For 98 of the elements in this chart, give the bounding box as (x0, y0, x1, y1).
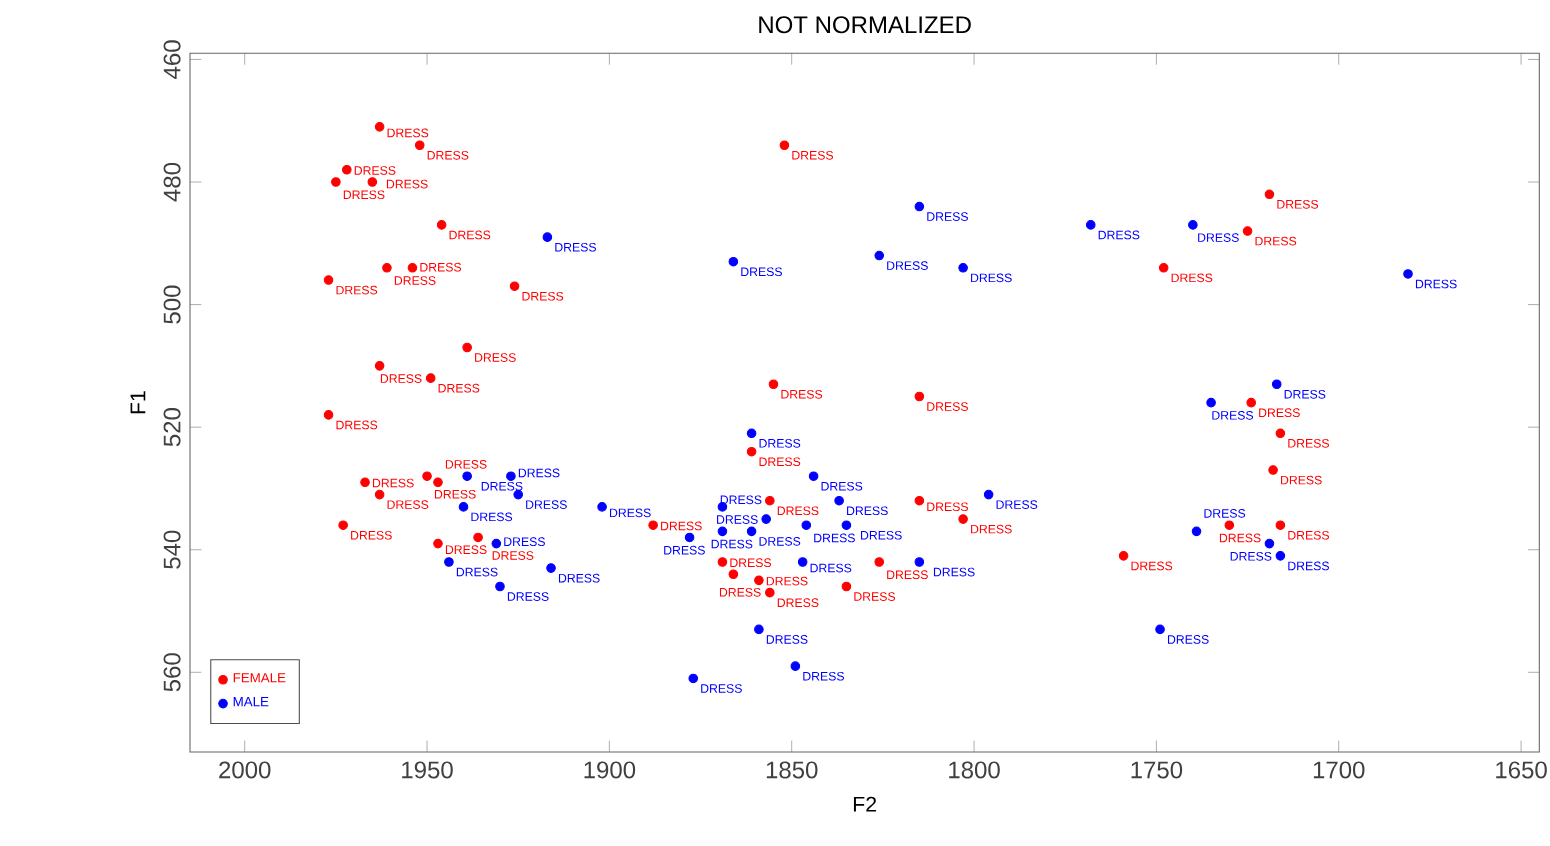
point (509, 281, 520, 291)
point (914, 557, 925, 567)
point (874, 557, 885, 567)
point (1224, 520, 1235, 531)
point (761, 514, 771, 524)
x-tick-label: 1800 (949, 761, 1000, 779)
point (462, 471, 472, 481)
y-tick-label: 500 (163, 285, 181, 324)
point (779, 140, 790, 151)
point (746, 428, 757, 439)
point (374, 361, 385, 371)
point (374, 489, 385, 500)
x-tick-label: 2000 (219, 761, 271, 779)
y-axis-title: F1 (130, 391, 146, 414)
point (1206, 397, 1216, 408)
point (1155, 624, 1165, 635)
point (754, 575, 764, 586)
point (1158, 263, 1169, 273)
point (914, 391, 925, 402)
point (841, 581, 852, 592)
point (462, 342, 472, 353)
x-tick-label: 1700 (1313, 761, 1365, 779)
point (444, 557, 454, 567)
x-tick-label: 1950 (402, 761, 453, 779)
point (983, 489, 994, 500)
point (1275, 428, 1286, 439)
point (648, 520, 658, 531)
point (808, 471, 819, 481)
point (1242, 226, 1253, 236)
point (1271, 379, 1282, 390)
point (1188, 220, 1198, 230)
point (458, 502, 469, 512)
point (1191, 526, 1202, 537)
chart-title: NOT NORMALIZED (759, 16, 971, 34)
point (834, 495, 844, 506)
point (1264, 189, 1275, 200)
point (958, 263, 968, 273)
point (367, 177, 378, 187)
point (433, 477, 443, 488)
x-axis-title: F2 (853, 796, 877, 812)
point (506, 471, 516, 481)
point (1275, 520, 1286, 531)
point (801, 520, 812, 531)
point (374, 122, 385, 132)
point (684, 532, 695, 543)
point (414, 140, 425, 151)
point (495, 581, 505, 592)
point (768, 379, 779, 390)
point (717, 526, 728, 537)
point (841, 520, 852, 531)
y-tick-label: 520 (163, 408, 181, 447)
point (790, 661, 801, 671)
point (323, 410, 334, 420)
point (728, 256, 739, 267)
point (323, 275, 334, 285)
point (797, 557, 808, 567)
x-tick-label: 1900 (584, 761, 636, 779)
point (765, 495, 775, 506)
point (491, 538, 502, 549)
point (425, 373, 436, 383)
point (914, 495, 925, 506)
x-tick-label: 1850 (766, 761, 818, 779)
point (407, 263, 418, 273)
point (746, 446, 757, 457)
point (1275, 551, 1286, 561)
point (688, 673, 699, 684)
point (1246, 397, 1257, 408)
point (728, 569, 739, 580)
x-tick-label: 1650 (1496, 761, 1547, 779)
point (546, 563, 556, 573)
x-tick-label: 1750 (1131, 761, 1183, 779)
point (433, 538, 443, 549)
point (746, 526, 757, 537)
point (874, 250, 885, 261)
point (958, 514, 968, 524)
point (1268, 465, 1278, 475)
point (914, 201, 925, 212)
point (473, 532, 483, 543)
point (338, 520, 348, 531)
y-tick-label: 480 (163, 162, 181, 202)
y-tick-label: 540 (163, 530, 181, 569)
point (765, 587, 775, 598)
point (436, 220, 447, 230)
point (382, 263, 392, 273)
point (542, 232, 553, 242)
point (360, 477, 370, 488)
point (422, 471, 432, 481)
point (342, 164, 352, 175)
y-tick-label: 560 (163, 653, 181, 692)
point (1264, 538, 1275, 549)
point (331, 177, 341, 187)
point (1085, 220, 1096, 230)
point (1118, 551, 1129, 561)
point (597, 502, 607, 512)
y-tick-label: 460 (163, 40, 181, 79)
point (1403, 269, 1413, 279)
point (717, 557, 728, 567)
point (754, 624, 764, 635)
